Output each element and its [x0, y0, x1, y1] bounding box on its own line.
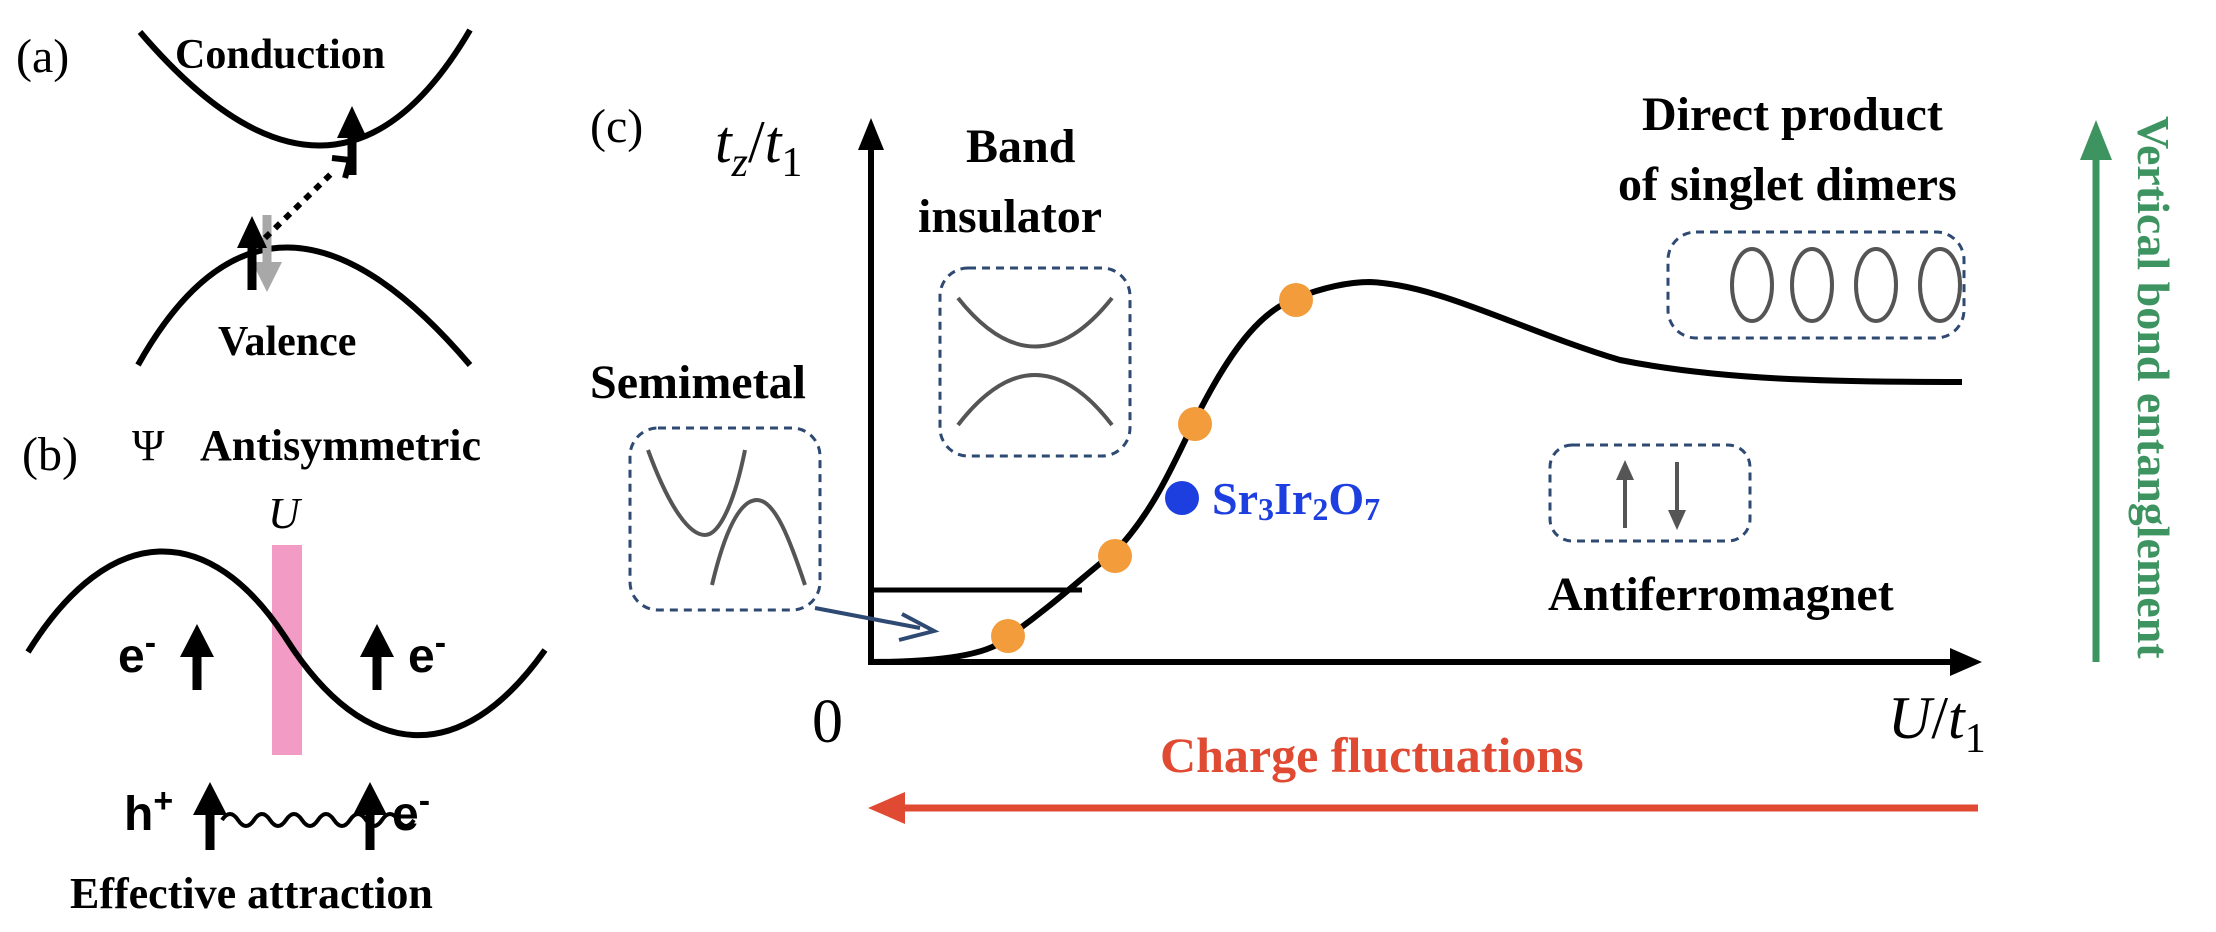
excitation-dotted-arrow: [262, 155, 354, 241]
orange-data-point: [1178, 407, 1212, 441]
sr3ir2o7-point: [1165, 481, 1199, 515]
band-insulator-upper-band: [956, 296, 1114, 349]
spin-up-arrow-left: [180, 624, 214, 690]
grey-spin-down-arrow: [252, 215, 282, 292]
antiferromagnet-inset: [1548, 443, 1752, 543]
band-insulator-label-line2: insulator: [918, 190, 1102, 243]
semimetal-pointer-arrow: [814, 606, 940, 642]
semimetal-lower-band: [710, 497, 807, 586]
charge-fluctuations-label: Charge fluctuations: [1160, 727, 1584, 783]
u-barrier-label: U: [268, 489, 303, 538]
psi-symbol: Ψ: [132, 421, 165, 470]
effective-attraction-label: Effective attraction: [70, 869, 433, 918]
sr3ir2o7-label: Sr3Ir2O7: [1212, 473, 1380, 527]
conduction-band-curve: [137, 28, 473, 149]
origin-label: 0: [812, 688, 843, 756]
valence-band-curve: [135, 244, 473, 367]
spin-up-arrow-electron-bottom: [353, 782, 387, 850]
orange-data-point: [1279, 283, 1313, 317]
afm-spin-down-arrow: [1668, 462, 1686, 530]
direct-product-label-line2: of singlet dimers: [1618, 158, 1957, 211]
electron-right: e-: [408, 624, 446, 683]
vertical-bond-arrowhead: [2080, 120, 2112, 160]
interaction-wavy-line: [220, 812, 416, 828]
y-axis-label: tz/t1: [715, 109, 802, 186]
electron-left: e-: [118, 624, 156, 683]
phase-boundary-curve: [870, 278, 1963, 665]
y-axis-arrowhead: [858, 118, 884, 150]
black-spin-up-arrow-conduction: [337, 106, 367, 175]
antiferromagnet-label: Antiferromagnet: [1548, 568, 1894, 621]
afm-spin-up-arrow: [1616, 460, 1634, 528]
spin-up-arrow-hole: [193, 782, 227, 850]
semimetal-label: Semimetal: [590, 356, 806, 409]
x-axis-arrowhead: [1950, 648, 1982, 676]
singlet-dimer-ellipse: [1854, 247, 1898, 323]
panel-c: (c) tz/t1 U/t1 0 Sr3Ir2O7 Band insulator…: [590, 88, 2179, 824]
black-spin-up-arrow-valence: [237, 216, 267, 290]
conduction-label: Conduction: [175, 32, 385, 78]
panel-c-label: (c): [590, 100, 643, 153]
panel-b-label: (b): [22, 428, 78, 481]
singlet-dimer-ellipse: [1790, 247, 1834, 323]
orange-data-point: [1098, 539, 1132, 573]
direct-product-label-line1: Direct product: [1642, 88, 1943, 141]
semimetal-inset: [628, 426, 822, 612]
orange-data-point: [991, 619, 1025, 653]
antisymmetric-wavefunction: [25, 548, 548, 738]
hole-label: h+: [124, 782, 173, 841]
charge-fluctuations-arrowhead: [868, 792, 905, 824]
semimetal-upper-band: [646, 449, 747, 538]
electron-bottom: e-: [392, 782, 430, 841]
x-axis-label: U/t1: [1888, 685, 1986, 762]
band-insulator-inset: [938, 266, 1132, 458]
vertical-bond-entanglement-label: Vertical bond entanglement: [2128, 116, 2179, 659]
panel-a-label: (a): [16, 30, 69, 83]
spin-up-arrow-right: [360, 624, 394, 690]
band-insulator-label-line1: Band: [966, 120, 1076, 173]
singlet-dimer-ellipse: [1730, 247, 1774, 323]
valence-label: Valence: [218, 319, 356, 365]
antisymmetric-label: Antisymmetric: [200, 421, 481, 470]
panel-b: (b) Ψ Antisymmetric U e- e- h+ e- Effect…: [22, 421, 548, 918]
band-insulator-lower-band: [956, 373, 1114, 427]
panel-a: (a) Conduction Valence: [16, 28, 473, 367]
singlet-dimers-inset: [1666, 230, 1966, 340]
u-barrier: [272, 545, 302, 755]
singlet-dimer-ellipse: [1918, 247, 1962, 323]
